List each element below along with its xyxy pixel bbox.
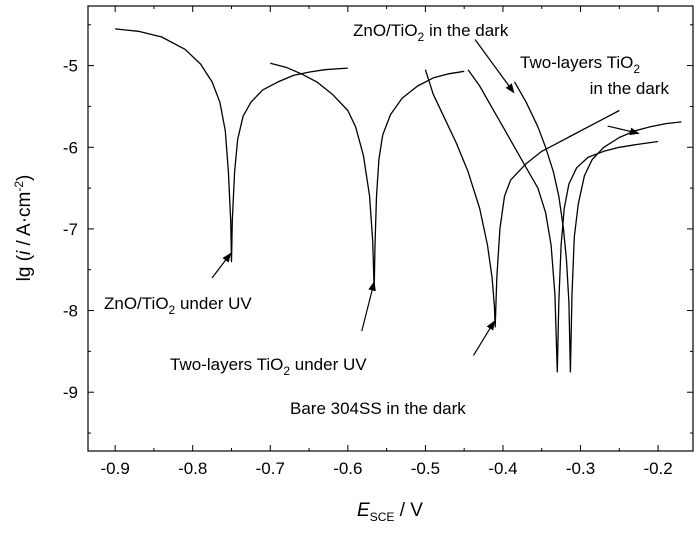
annotation-text: ZnO/TiO: [104, 294, 169, 313]
y-tick-label: -9: [63, 383, 78, 402]
x-tick-label: -0.5: [411, 459, 440, 478]
annotation-text: in the dark: [424, 21, 509, 40]
annotation-text: ZnO/TiO: [353, 21, 418, 40]
x-tick-label: -0.8: [178, 459, 207, 478]
annotation-text: under UV: [290, 355, 367, 374]
x-tick-label: -0.2: [643, 459, 672, 478]
y-tick-label: -5: [63, 57, 78, 76]
y-axis-suffix: ): [14, 175, 35, 181]
x-tick-label: -0.4: [488, 459, 517, 478]
y-tick-label: -7: [63, 220, 78, 239]
annotation-subscript: 2: [283, 364, 290, 378]
annotation-label: ZnO/TiO2 under UV: [104, 294, 252, 317]
annotation-text: in the dark: [590, 79, 670, 98]
y-axis-prefix: lg (: [14, 254, 35, 281]
x-axis-subscript: SCE: [370, 510, 395, 524]
annotation-subscript: 2: [633, 62, 640, 76]
x-axis-title: ESCE / V: [357, 500, 423, 524]
polarization-curve: [424, 69, 620, 328]
annotation-label: in the dark: [590, 79, 670, 98]
x-axis: -0.9 -0.8 -0.7 -0.6 -0.5 -0.4 -0.3 -0.2: [100, 6, 673, 478]
annotation-text: Two-layers TiO: [520, 53, 633, 72]
annotation-text: under UV: [175, 294, 252, 313]
plot-frame: [87, 5, 694, 452]
x-tick-label: -0.3: [566, 459, 595, 478]
polarization-curve: [467, 69, 659, 373]
annotation-label: Bare 304SS in the dark: [290, 399, 466, 418]
polarization-curve: [514, 81, 682, 373]
annotation-text: Bare 304SS in the dark: [290, 399, 466, 418]
x-axis-unit: / V: [394, 500, 423, 521]
y-axis-symbol: i: [14, 250, 35, 255]
y-axis-title: lg (i / A·cm-2): [12, 175, 35, 282]
annotation-label: Two-layers TiO2 under UV: [170, 355, 367, 378]
x-tick-label: -0.7: [256, 459, 285, 478]
annotation-arrow: [211, 252, 232, 279]
x-tick-label: -0.9: [100, 459, 129, 478]
polarization-curve: [115, 28, 348, 263]
y-tick-label: -6: [63, 138, 78, 157]
x-axis-symbol: E: [357, 500, 370, 521]
annotation-label: Two-layers TiO2: [520, 53, 640, 76]
annotation-subscript: 2: [418, 30, 425, 44]
y-tick-label: -8: [63, 302, 78, 321]
annotation-arrow: [472, 320, 495, 356]
annotation-arrow: [607, 125, 640, 136]
annotation-subscript: 2: [169, 303, 176, 317]
y-axis-superscript: -2: [12, 181, 26, 192]
annotation-text: Two-layers TiO: [170, 355, 283, 374]
y-axis-unit: / A·cm: [14, 192, 35, 251]
annotation-label: ZnO/TiO2 in the dark: [353, 21, 509, 44]
y-axis: -9 -8 -7 -6 -5: [63, 24, 693, 434]
annotation-arrow: [361, 281, 376, 332]
x-tick-label: -0.6: [333, 459, 362, 478]
annotation-arrow: [474, 39, 515, 94]
